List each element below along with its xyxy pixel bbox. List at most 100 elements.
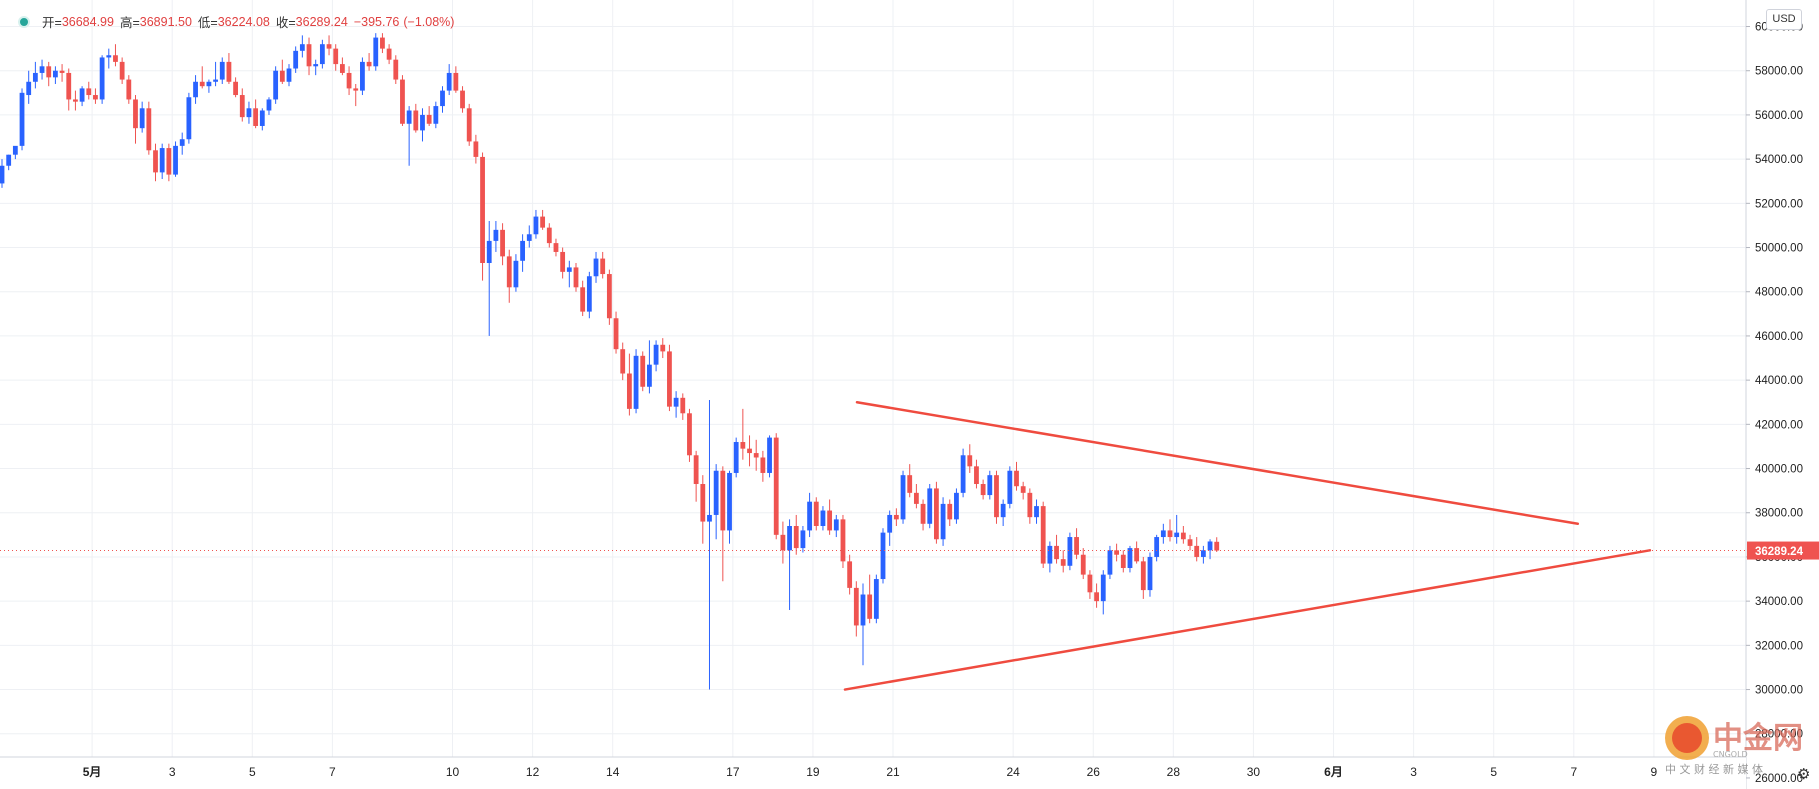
time-axis-panel <box>0 757 1746 789</box>
candle <box>940 497 946 546</box>
candle <box>386 44 392 65</box>
watermark-sub-en: CNGOLD <box>1713 750 1748 759</box>
candle <box>1007 466 1013 509</box>
candle <box>213 61 218 87</box>
currency-button[interactable]: USD <box>1766 9 1802 30</box>
candle-body <box>213 79 218 82</box>
candle <box>319 39 325 69</box>
candle <box>473 134 479 164</box>
price-tick-label: 34000.00 <box>1755 596 1803 608</box>
candle <box>12 145 18 160</box>
candle <box>239 88 245 122</box>
candle-body <box>606 274 612 319</box>
candle-body <box>480 156 485 263</box>
candle <box>626 353 632 416</box>
candle <box>306 37 312 76</box>
candle <box>26 70 32 104</box>
candle-body <box>760 457 766 473</box>
candle-body <box>26 81 32 96</box>
candle-body <box>233 81 239 96</box>
candle <box>266 97 272 115</box>
candle <box>827 499 833 535</box>
candle-body <box>1047 545 1053 564</box>
candle-body <box>199 81 205 87</box>
settings-gear-icon[interactable]: ⚙ <box>1797 765 1810 783</box>
candle <box>980 479 986 500</box>
price-tick-label: 46000.00 <box>1755 331 1803 343</box>
price-tick-label: 50000.00 <box>1755 243 1803 255</box>
candle <box>540 209 546 230</box>
candle-body <box>106 55 112 58</box>
candle <box>199 66 205 89</box>
candle-body <box>967 455 973 467</box>
candle <box>680 393 686 420</box>
candle-body <box>99 57 105 100</box>
candle-body <box>446 72 452 91</box>
candle <box>406 106 412 166</box>
candle <box>1047 541 1053 573</box>
candle-body <box>400 79 405 124</box>
time-tick-label: 14 <box>606 765 620 779</box>
candle <box>900 470 906 524</box>
candle <box>526 225 532 248</box>
candle <box>807 492 812 538</box>
candle <box>293 46 299 73</box>
candle <box>79 86 85 107</box>
trendline-support <box>843 549 1652 691</box>
candle <box>560 247 566 279</box>
candle <box>326 35 332 56</box>
candle <box>1174 514 1180 544</box>
candle <box>119 57 125 84</box>
candle-body <box>580 287 586 312</box>
candle <box>920 499 926 531</box>
candle-body <box>506 256 512 288</box>
candle <box>1014 461 1019 491</box>
time-tick-label: 9 <box>1651 765 1658 779</box>
candle <box>727 470 732 544</box>
candle-body <box>1054 545 1059 560</box>
price-tick-label: 44000.00 <box>1755 375 1803 387</box>
candle-body <box>139 108 145 129</box>
candle-body <box>586 276 592 312</box>
candle <box>173 141 178 177</box>
candle-body <box>46 66 52 78</box>
candle-body <box>133 99 138 129</box>
candle-body <box>520 240 526 261</box>
candle-body <box>253 108 259 126</box>
candle <box>106 48 112 69</box>
candle-body <box>1027 492 1033 518</box>
candle-body <box>913 492 919 504</box>
last-price-label: 36289.24 <box>1755 546 1804 558</box>
legend-close-label: 收= <box>275 16 296 30</box>
trendline-resistance <box>855 400 1580 526</box>
candle-body <box>800 530 806 549</box>
candle-body <box>526 234 532 241</box>
price-tick-label: 40000.00 <box>1755 464 1803 476</box>
candle <box>400 75 405 126</box>
candle <box>39 59 45 80</box>
candle <box>606 269 612 325</box>
time-tick-label: 7 <box>1570 765 1577 779</box>
candle <box>813 497 819 531</box>
candle <box>299 35 305 58</box>
candle <box>533 209 539 239</box>
candle <box>600 251 606 279</box>
candle <box>126 75 132 104</box>
candle <box>833 514 839 538</box>
candle <box>513 254 519 292</box>
candle <box>1000 499 1006 526</box>
candle-body <box>546 227 552 244</box>
candle <box>954 488 959 524</box>
legend-low-value: 36224.08 <box>217 14 270 29</box>
candle <box>32 61 38 89</box>
candle <box>313 59 319 76</box>
candle <box>1180 526 1186 544</box>
time-tick-label: 30 <box>1247 765 1261 779</box>
candle-body <box>173 145 178 175</box>
candle <box>787 519 792 610</box>
candle <box>19 88 25 151</box>
candle-body <box>1154 537 1160 557</box>
candle <box>967 444 973 473</box>
